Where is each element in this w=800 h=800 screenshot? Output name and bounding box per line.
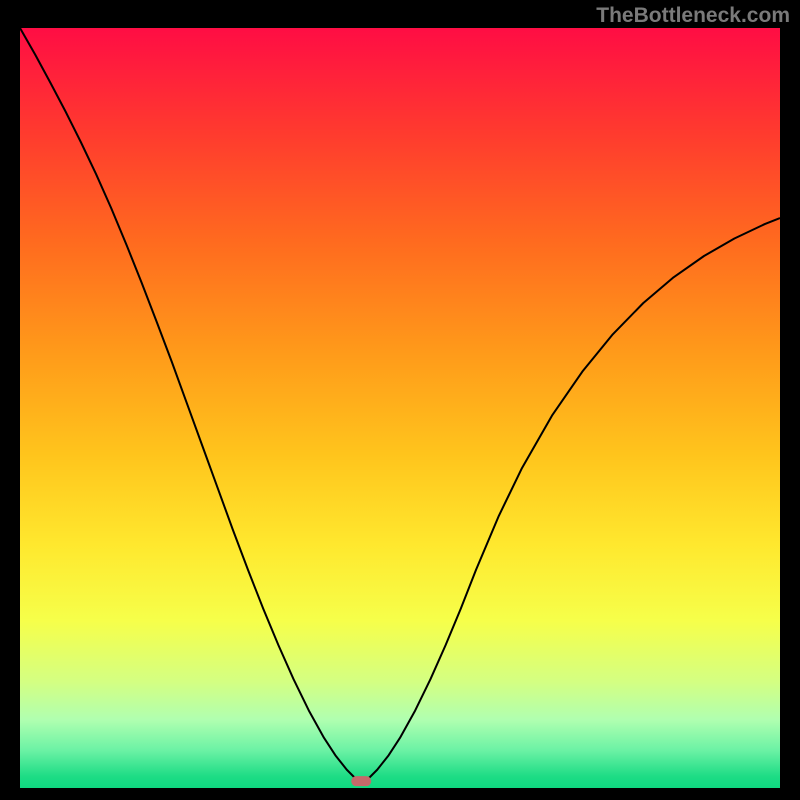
watermark-text: TheBottleneck.com	[596, 4, 790, 28]
chart-background	[20, 28, 780, 788]
optimum-marker	[351, 776, 371, 786]
chart-container: TheBottleneck.com	[0, 0, 800, 800]
plot-area	[20, 28, 780, 788]
bottleneck-curve-chart	[20, 28, 780, 788]
